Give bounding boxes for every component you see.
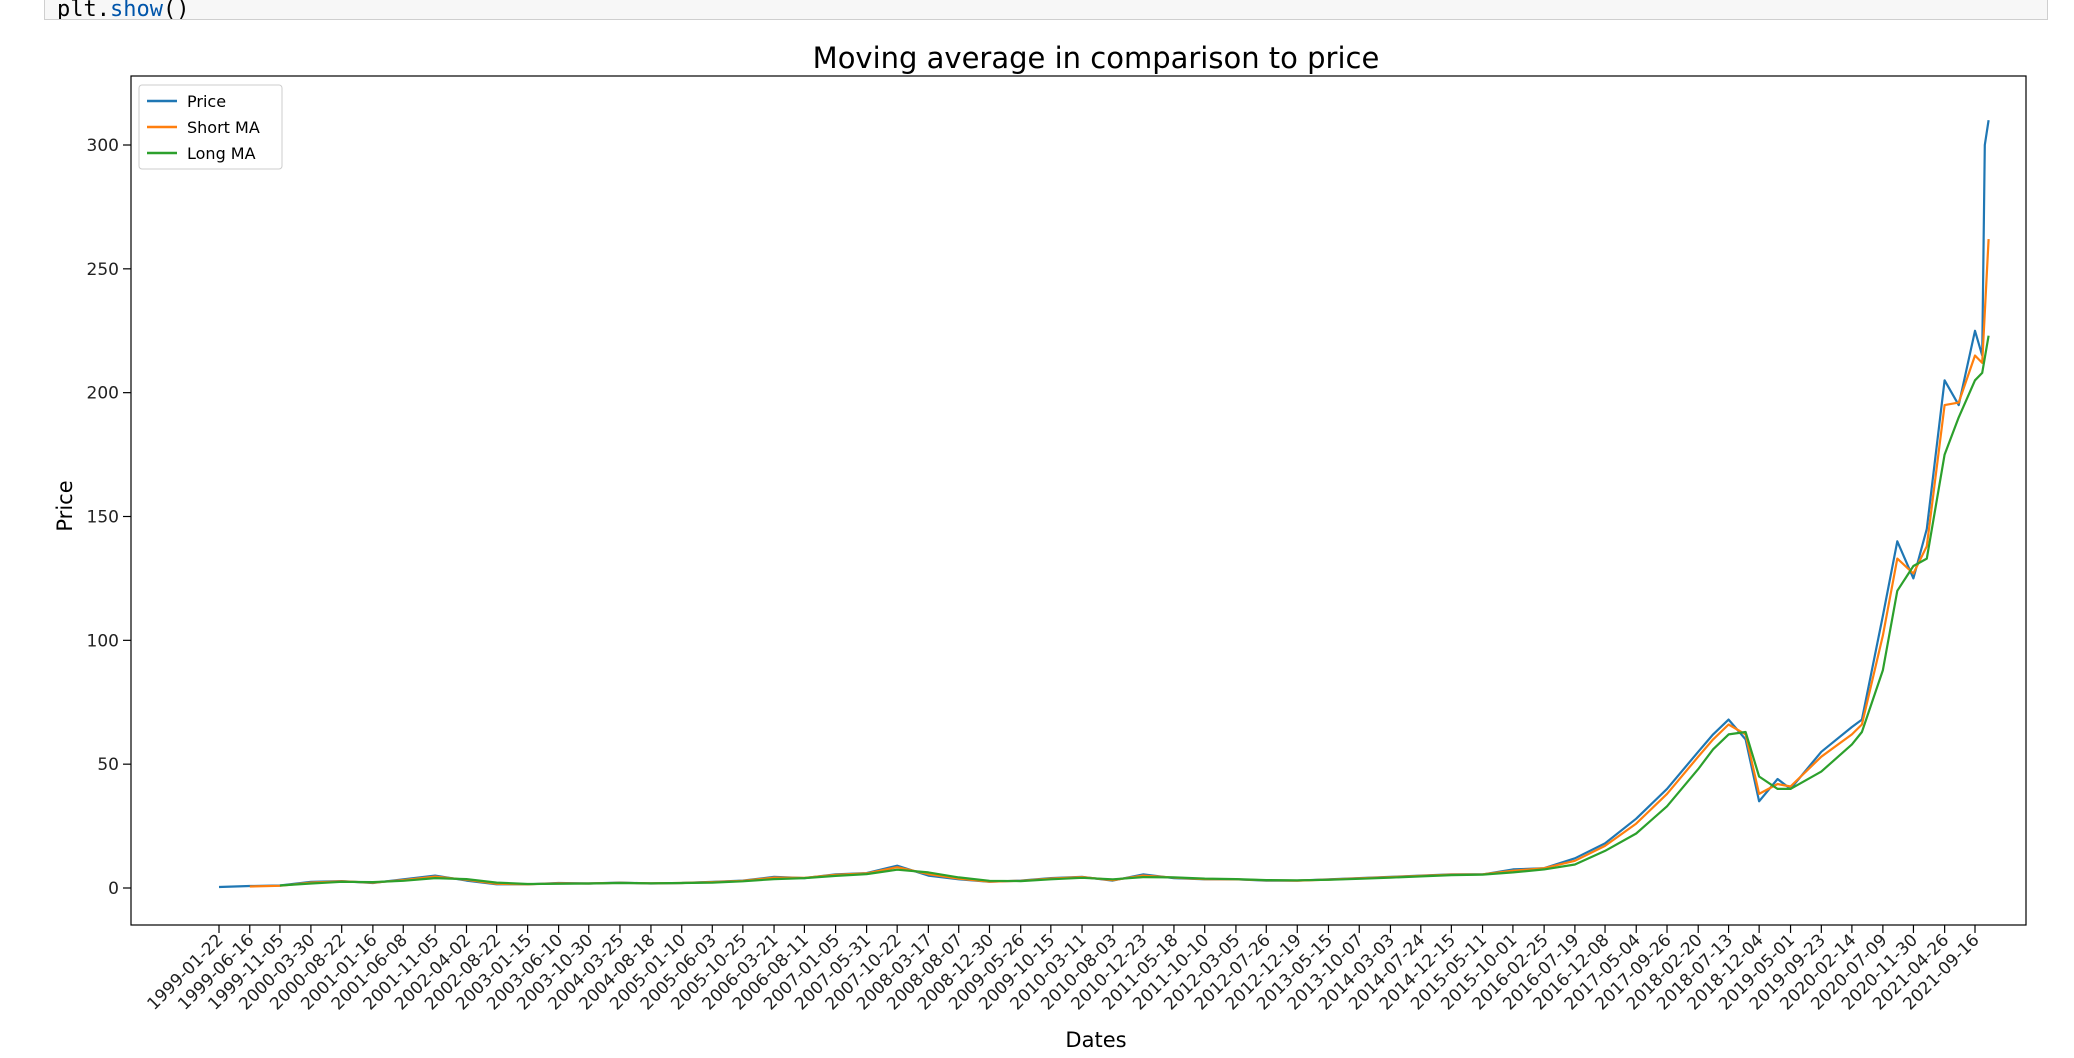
chart-title: Moving average in comparison to price <box>813 41 1380 75</box>
code-text-suffix: () <box>162 0 190 20</box>
series-line-price <box>218 120 1990 889</box>
x-axis: 1999-01-221999-06-161999-11-052000-03-30… <box>144 925 1984 1014</box>
x-axis-label: Dates <box>1065 1028 1126 1052</box>
y-tick-label: 200 <box>87 384 119 404</box>
y-axis: 0 50 100 150 200 250 300 <box>87 136 131 899</box>
legend-label-price: Price <box>187 92 226 111</box>
y-tick-label: 300 <box>87 136 119 156</box>
y-tick-label: 100 <box>87 631 119 651</box>
y-tick-label: 0 <box>108 879 119 899</box>
y-axis-label: Price <box>53 480 77 531</box>
y-tick-label: 150 <box>87 508 119 528</box>
y-tick-label: 50 <box>97 755 119 775</box>
plot-lines <box>218 120 1990 889</box>
series-line-long-ma <box>279 335 1990 887</box>
plot-area <box>130 75 2027 926</box>
y-tick-label: 250 <box>87 260 119 280</box>
series-line-short-ma <box>249 239 1990 888</box>
legend-label-long-ma: Long MA <box>187 144 256 163</box>
legend-box <box>138 84 283 170</box>
code-text-function: show <box>109 0 163 20</box>
code-text-prefix: plt. <box>57 0 110 20</box>
legend-label-short-ma: Short MA <box>187 118 260 137</box>
legend: Price Short MA Long MA <box>138 84 283 170</box>
code-cell[interactable]: plt.show() <box>44 0 2048 20</box>
